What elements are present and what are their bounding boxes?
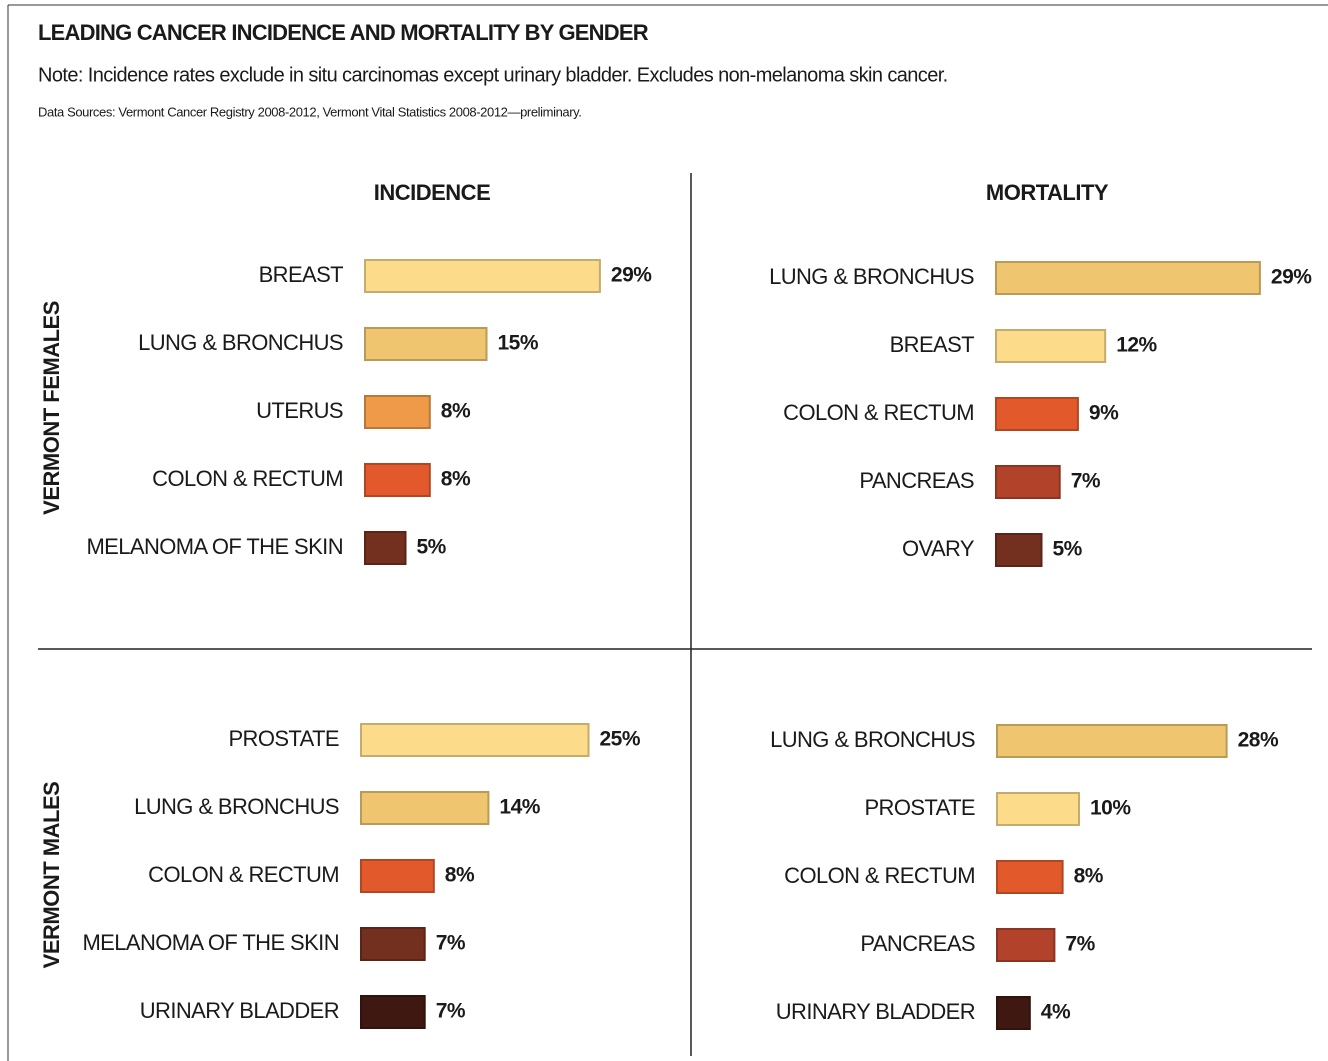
category-label: LUNG & BRONCHUS <box>134 794 339 819</box>
sources: Data Sources: Vermont Cancer Registry 20… <box>38 104 582 119</box>
value-label: 4% <box>1041 1001 1071 1024</box>
row-header: VERMONT FEMALES <box>39 301 64 515</box>
value-label: 8% <box>441 400 471 423</box>
category-label: COLON & RECTUM <box>148 862 339 887</box>
value-label: 7% <box>1071 470 1101 493</box>
bar <box>360 859 435 893</box>
value-label: 15% <box>498 332 539 355</box>
bar <box>360 927 426 961</box>
value-label: 29% <box>1271 266 1312 289</box>
bar <box>995 397 1079 431</box>
category-label: PANCREAS <box>859 468 974 493</box>
value-label: 7% <box>436 1000 466 1023</box>
category-label: LUNG & BRONCHUS <box>769 264 974 289</box>
category-label: PROSTATE <box>864 795 975 820</box>
value-label: 28% <box>1238 729 1279 752</box>
category-label: BREAST <box>890 332 975 357</box>
value-label: 7% <box>436 932 466 955</box>
bar <box>995 465 1061 499</box>
title: LEADING CANCER INCIDENCE AND MORTALITY B… <box>38 20 649 45</box>
value-label: 8% <box>1074 865 1104 888</box>
value-label: 14% <box>499 796 540 819</box>
bar <box>360 723 590 757</box>
value-label: 10% <box>1090 797 1131 820</box>
bar <box>364 259 601 293</box>
bar <box>364 395 431 429</box>
bar <box>360 791 490 825</box>
value-label: 7% <box>1065 933 1095 956</box>
value-label: 8% <box>441 468 471 491</box>
value-label: 5% <box>1053 538 1083 561</box>
bar <box>995 261 1261 295</box>
value-label: 8% <box>445 864 475 887</box>
bar <box>364 531 407 565</box>
bar <box>996 724 1228 758</box>
value-label: 5% <box>417 536 447 559</box>
bar <box>996 928 1056 962</box>
category-label: PROSTATE <box>228 726 339 751</box>
bar <box>995 533 1043 567</box>
value-label: 12% <box>1116 334 1157 357</box>
category-label: COLON & RECTUM <box>152 466 343 491</box>
category-label: COLON & RECTUM <box>783 400 974 425</box>
value-label: 25% <box>600 728 641 751</box>
bar <box>996 792 1080 826</box>
bar <box>996 860 1064 894</box>
column-header: MORTALITY <box>986 180 1109 205</box>
category-label: PANCREAS <box>860 931 975 956</box>
bar <box>995 329 1107 363</box>
category-label: UTERUS <box>256 398 343 423</box>
column-header: INCIDENCE <box>374 180 491 205</box>
bar <box>364 463 431 497</box>
category-label: URINARY BLADDER <box>776 999 975 1024</box>
bar <box>364 327 488 361</box>
value-label: 9% <box>1089 402 1119 425</box>
category-label: LUNG & BRONCHUS <box>138 330 343 355</box>
value-label: 29% <box>611 264 652 287</box>
category-label: COLON & RECTUM <box>784 863 975 888</box>
bar <box>360 995 426 1029</box>
category-label: URINARY BLADDER <box>140 998 339 1023</box>
bar <box>996 996 1031 1030</box>
category-label: MELANOMA OF THE SKIN <box>82 930 339 955</box>
category-label: BREAST <box>259 262 344 287</box>
category-label: OVARY <box>902 536 975 561</box>
category-label: MELANOMA OF THE SKIN <box>86 534 343 559</box>
category-label: LUNG & BRONCHUS <box>770 727 975 752</box>
note: Note: Incidence rates exclude in situ ca… <box>38 64 948 86</box>
row-header: VERMONT MALES <box>39 782 64 969</box>
